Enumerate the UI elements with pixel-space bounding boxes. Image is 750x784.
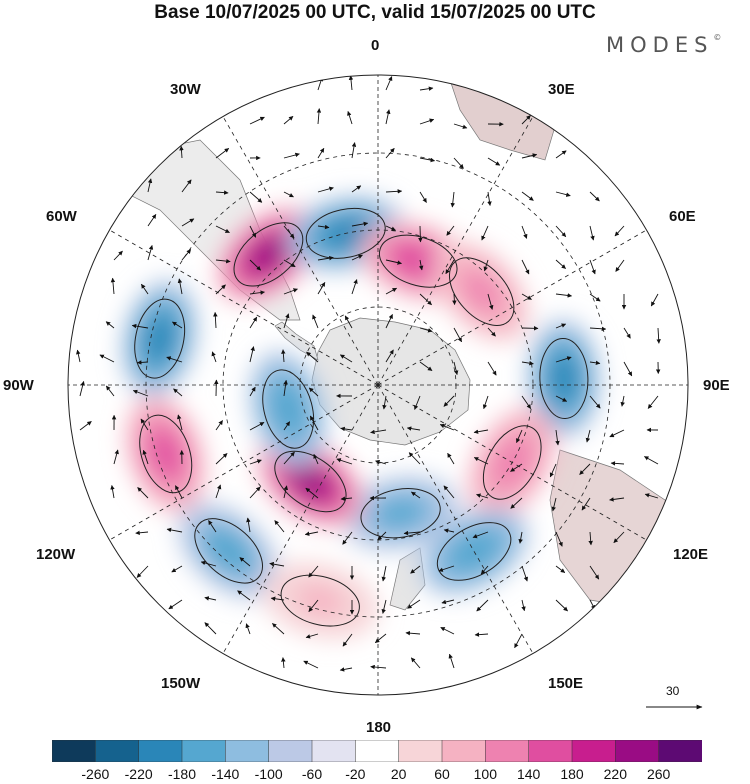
lon-label-0: 0	[371, 37, 379, 54]
colorbar-swatch	[139, 740, 183, 762]
lon-label-60e: 60E	[669, 208, 696, 225]
colorbar-swatch	[355, 740, 399, 762]
lon-label-180: 180	[366, 719, 391, 736]
colorbar-swatch	[95, 740, 139, 762]
colorbar-swatch	[225, 740, 269, 762]
lon-label-150e: 150E	[548, 675, 583, 692]
lon-label-120w: 120W	[36, 546, 75, 563]
lon-label-60w: 60W	[46, 208, 77, 225]
colorbar-tick: -140	[211, 766, 239, 782]
wind-arrow	[454, 294, 455, 305]
colorbar-swatch	[485, 740, 529, 762]
colorbar-tick: 140	[517, 766, 540, 782]
colorbar-swatch	[182, 740, 226, 762]
colorbar-swatch	[312, 740, 356, 762]
lon-label-90e: 90E	[703, 377, 730, 394]
colorbar-tick: -260	[81, 766, 109, 782]
colorbar-tick: 20	[391, 766, 407, 782]
colorbar-swatch	[572, 740, 616, 762]
colorbar-labels: -260 -220 -180 -140 -100 -60 -20 20 60 100 140 180 2…	[0, 766, 750, 784]
colorbar-tick: -180	[168, 766, 196, 782]
meridians	[53, 60, 704, 711]
colorbar-tick: -220	[125, 766, 153, 782]
colorbar-tick: 220	[604, 766, 627, 782]
colorbar	[52, 740, 702, 762]
colorbar-swatch	[615, 740, 659, 762]
lon-label-30w: 30W	[170, 81, 201, 98]
colorbar-tick: -60	[302, 766, 322, 782]
colorbar-tick: 100	[474, 766, 497, 782]
colorbar-tick: 60	[434, 766, 450, 782]
colorbar-swatch	[269, 740, 313, 762]
lon-label-120e: 120E	[673, 546, 708, 563]
lon-label-150w: 150W	[161, 675, 200, 692]
colorbar-tick: -20	[345, 766, 365, 782]
colorbar-swatch	[399, 740, 443, 762]
colorbar-tick: 260	[647, 766, 670, 782]
colorbar-swatch	[442, 740, 486, 762]
colorbar-tick: 180	[560, 766, 583, 782]
wind-arrow	[420, 226, 421, 242]
colorbar-swatch	[52, 740, 96, 762]
lon-label-30e: 30E	[548, 81, 575, 98]
colorbar-swatch	[659, 740, 702, 762]
colorbar-tick: -100	[255, 766, 283, 782]
lon-label-90w: 90W	[3, 377, 34, 394]
reference-vector-label: 30	[666, 684, 679, 698]
colorbar-swatch	[529, 740, 573, 762]
